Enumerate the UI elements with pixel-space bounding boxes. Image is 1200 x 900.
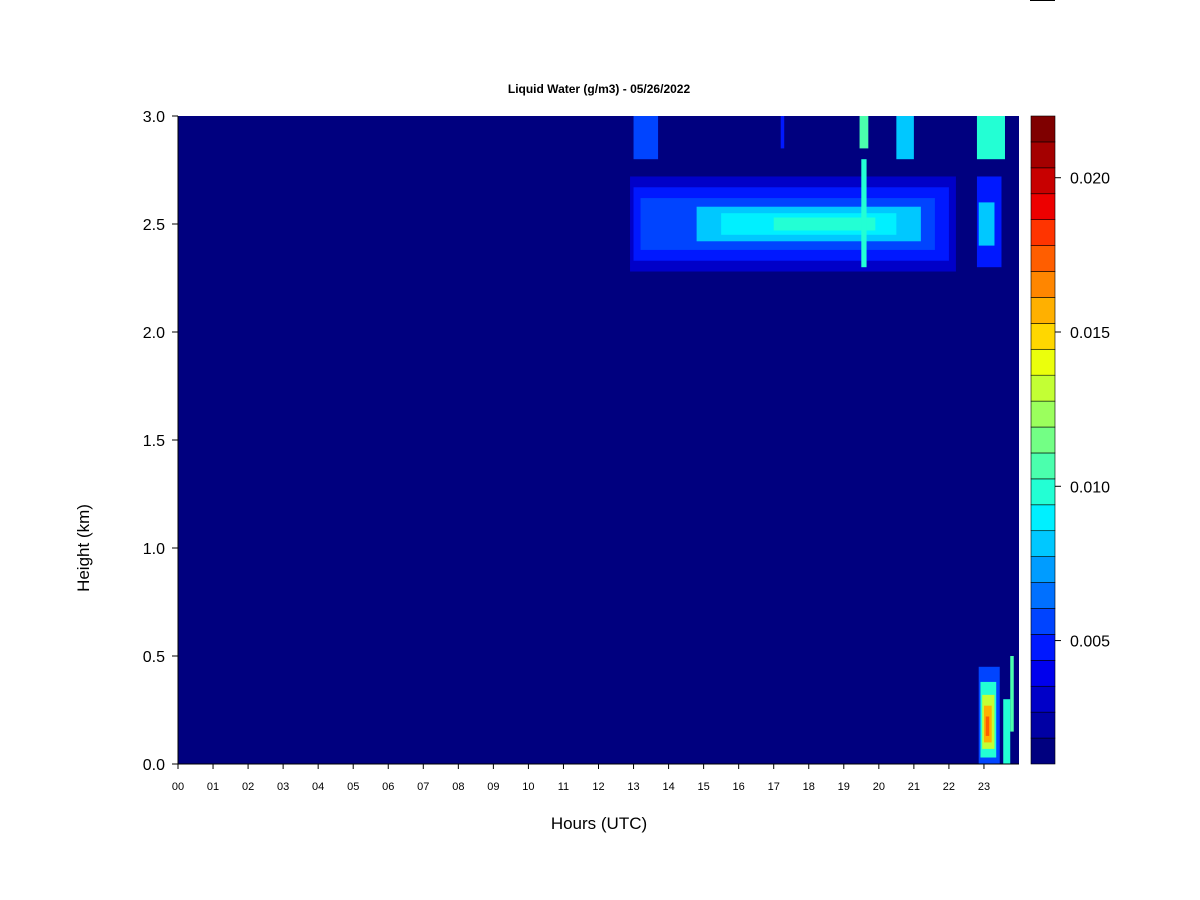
- x-tick-label: 03: [277, 781, 289, 793]
- colorbar-segment: [1030, 478, 1056, 506]
- colorbar-segment: [1030, 634, 1056, 661]
- colorbar-segment: [1030, 374, 1056, 402]
- colorbar-tick-label: 0.020: [1070, 171, 1110, 188]
- heatmap-cell: [1010, 656, 1014, 732]
- x-tick-label: 23: [978, 781, 990, 793]
- y-tick-label: 1.5: [143, 433, 165, 450]
- y-tick-label: 2.0: [143, 325, 165, 342]
- heatmap-cell: [985, 716, 990, 736]
- heatmap-cell: [976, 116, 1005, 160]
- colorbar: 0.005 0.010 0.015 0.020: [1030, 115, 1110, 765]
- x-axis-label: Hours (UTC): [551, 814, 647, 833]
- x-tick-label: 00: [172, 781, 184, 793]
- colorbar-segment: [1030, 141, 1056, 169]
- y-tick-label: 2.5: [143, 217, 165, 234]
- x-tick-label: 12: [592, 781, 604, 793]
- colorbar-tick-label: 0.005: [1070, 634, 1110, 651]
- y-axis-label: Height (km): [74, 504, 93, 592]
- x-tick-label: 10: [522, 781, 534, 793]
- x-tick-label: 05: [347, 781, 359, 793]
- colorbar-segment: [1030, 271, 1056, 298]
- colorbar-segment: [1030, 245, 1056, 272]
- x-tick-label: 07: [417, 781, 429, 793]
- colorbar-segment: [1030, 608, 1056, 635]
- x-tick-label: 09: [487, 781, 499, 793]
- x-tick-label: 17: [768, 781, 780, 793]
- colorbar-tick-label: 0.015: [1070, 325, 1110, 342]
- colorbar-segment: [1030, 193, 1056, 220]
- x-tick-label: 13: [627, 781, 639, 793]
- chart-title: Liquid Water (g/m3) - 05/26/2022: [508, 82, 691, 96]
- heatmap-cell: [1003, 699, 1011, 764]
- colorbar-segment: [1030, 530, 1056, 557]
- colorbar-segment: [1030, 504, 1056, 532]
- colorbar-segment: [1030, 115, 1056, 143]
- x-tick-label: 19: [838, 781, 850, 793]
- colorbar-segment: [1030, 426, 1056, 454]
- y-tick-label: 0.0: [143, 757, 165, 774]
- colorbar-segment: [1030, 219, 1056, 246]
- heatmap-cell: [861, 159, 867, 268]
- x-tick-label: 15: [698, 781, 710, 793]
- colorbar-segment: [1030, 323, 1056, 350]
- heatmap-cell: [633, 116, 659, 160]
- x-axis: 00 01 02 03 04 05 06 07 08 09 10 11 12 13 14 15 16 17 18 19…: [172, 764, 990, 793]
- colorbar-segment: [1030, 737, 1056, 765]
- y-axis: 0.0 0.5 1.0 1.5 2.0 2.5 3.0: [143, 109, 178, 774]
- colorbar-segment: [1030, 660, 1056, 687]
- plot-area: [177, 116, 1019, 765]
- colorbar-tick-label: 0.010: [1070, 479, 1110, 496]
- colorbar-segment: [1030, 400, 1056, 428]
- colorbar-segment: [1030, 452, 1056, 480]
- y-tick-label: 1.0: [143, 541, 165, 558]
- x-tick-label: 01: [207, 781, 219, 793]
- colorbar-segment: [1030, 711, 1056, 739]
- y-tick-label: 0.5: [143, 649, 165, 666]
- x-tick-label: 22: [943, 781, 955, 793]
- colorbar-segment: [1030, 297, 1056, 324]
- x-tick-label: 21: [908, 781, 920, 793]
- x-tick-label: 20: [873, 781, 885, 793]
- heatmap-cell: [780, 116, 785, 149]
- heatmap-cell: [978, 202, 995, 246]
- heatmap-cell: [896, 116, 914, 160]
- x-tick-label: 11: [558, 781, 569, 793]
- x-tick-label: 16: [733, 781, 745, 793]
- colorbar-segment: [1030, 556, 1056, 583]
- y-tick-label: 3.0: [143, 109, 165, 126]
- colorbar-segment: [1030, 348, 1056, 376]
- x-tick-label: 14: [662, 781, 674, 793]
- x-tick-label: 02: [242, 781, 254, 793]
- colorbar-segment: [1030, 167, 1056, 195]
- x-tick-label: 04: [312, 781, 324, 793]
- x-tick-label: 06: [382, 781, 394, 793]
- x-tick-label: 18: [803, 781, 815, 793]
- corner-mark: [1030, 0, 1055, 1]
- heatmap-cell: [773, 217, 876, 231]
- colorbar-segment: [1030, 582, 1056, 609]
- colorbar-segment: [1030, 685, 1056, 713]
- heatmap-cell: [859, 116, 869, 149]
- x-tick-label: 08: [452, 781, 464, 793]
